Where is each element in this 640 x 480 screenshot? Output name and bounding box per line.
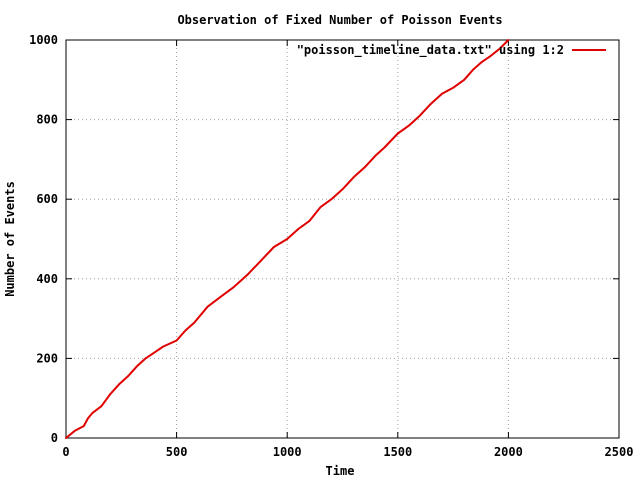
x-tick-label: 2000 bbox=[494, 445, 523, 459]
x-tick-label: 500 bbox=[166, 445, 188, 459]
y-tick-label: 1000 bbox=[29, 33, 58, 47]
ticks bbox=[65, 39, 620, 439]
legend-label: "poisson_timeline_data.txt" using 1:2 bbox=[297, 43, 564, 58]
y-tick-label: 400 bbox=[36, 272, 58, 286]
y-tick-label: 0 bbox=[51, 431, 58, 445]
x-tick-label: 2500 bbox=[605, 445, 634, 459]
series-line bbox=[65, 39, 510, 439]
y-tick-label: 800 bbox=[36, 113, 58, 127]
x-tick-label: 1000 bbox=[273, 445, 302, 459]
x-tick-label: 0 bbox=[62, 445, 69, 459]
y-tick-label: 200 bbox=[36, 351, 58, 365]
grid bbox=[66, 40, 619, 438]
plot-frame bbox=[65, 39, 620, 439]
y-tick-label: 600 bbox=[36, 192, 58, 206]
chart-title: Observation of Fixed Number of Poisson E… bbox=[177, 13, 502, 27]
legend: "poisson_timeline_data.txt" using 1:2 bbox=[297, 43, 606, 58]
series-layer bbox=[65, 39, 510, 439]
x-axis-label: Time bbox=[326, 464, 355, 478]
x-tick-label: 1500 bbox=[383, 445, 412, 459]
y-axis-label: Number of Events bbox=[3, 181, 17, 297]
tick-labels: 0 500 1000 1500 2000 2500 0 200 400 600 800 1000 bbox=[29, 33, 633, 459]
